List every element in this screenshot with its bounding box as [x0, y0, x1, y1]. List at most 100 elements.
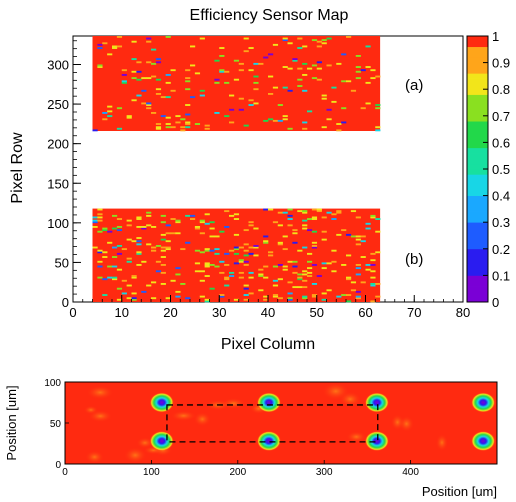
heatmap-cell	[331, 213, 337, 216]
heatmap-cell	[292, 286, 298, 289]
heatmap-cell	[336, 211, 342, 214]
heatmap-cell	[131, 298, 137, 301]
heatmap-cell	[141, 77, 147, 80]
heatmap-cell	[204, 300, 210, 303]
heatmap-cell	[375, 283, 381, 285]
heatmap-cell	[307, 110, 313, 113]
colorbar-step	[467, 67, 488, 74]
heatmap-cell	[165, 123, 171, 125]
heatmap-cell	[292, 58, 298, 61]
heatmap-cell	[277, 211, 283, 214]
heatmap-cell	[282, 37, 288, 40]
heatmap-cell	[248, 252, 254, 255]
heatmap-cell	[346, 233, 352, 236]
heatmap-cell	[131, 58, 137, 61]
colorbar-step	[467, 254, 488, 260]
heatmap-cell	[233, 298, 240, 301]
heatmap-cell	[326, 118, 332, 121]
heatmap-cell	[331, 100, 337, 103]
heatmap-cell	[263, 295, 269, 298]
heatmap-cell	[370, 300, 376, 303]
colorbar-step	[467, 78, 488, 85]
colorbar-tick-label: 0.4	[492, 189, 510, 204]
y-tick-label: 250	[47, 97, 69, 112]
heatmap-cell	[116, 298, 123, 301]
heatmap-cell	[141, 89, 147, 92]
heatmap-cell	[194, 249, 201, 252]
colorbar-step	[467, 169, 488, 175]
colorbar-step	[467, 243, 488, 250]
heatmap-cell	[311, 264, 318, 266]
heatmap-cell	[102, 278, 108, 281]
heatmap-cell	[287, 292, 293, 295]
heatmap-cell	[248, 292, 254, 295]
heatmap-cell	[97, 276, 103, 279]
heatmap-cell	[97, 251, 103, 254]
heatmap-cell	[316, 275, 322, 277]
heatmap-cell	[355, 273, 361, 276]
heatmap-cell	[194, 72, 201, 75]
heatmap-cell	[355, 290, 361, 293]
colorbar-step	[467, 222, 488, 228]
heatmap-cell	[370, 264, 376, 266]
axes: 0 10 20 30 40 50 60 70 80 0 50 100 150 200 250 300	[47, 40, 470, 320]
heatmap-cell	[194, 123, 201, 125]
heatmap-cell	[116, 252, 123, 255]
heatmap-cell	[282, 211, 288, 214]
heatmap-cell	[238, 108, 244, 111]
heatmap-cell	[160, 264, 166, 266]
heatmap-cell	[229, 214, 235, 217]
heatmap-cell	[331, 270, 337, 273]
colorbar-step	[467, 57, 488, 63]
heatmap-cell	[316, 78, 322, 81]
heatmap-cell	[370, 259, 376, 262]
heatmap-cell	[165, 240, 171, 243]
texture-blob	[123, 447, 147, 464]
heatmap-cell	[190, 214, 196, 217]
colorbar-step	[467, 190, 488, 196]
heatmap-cell	[365, 66, 371, 68]
heatmap-cell	[102, 118, 108, 121]
heatmap-cell	[180, 126, 186, 129]
heatmap-cell	[199, 251, 205, 254]
heatmap-cell	[126, 284, 132, 287]
heatmap-cell	[126, 238, 132, 241]
heatmap-cell	[375, 230, 381, 233]
heatmap-cell	[311, 246, 318, 249]
heatmap-cell	[292, 265, 298, 268]
heatmap-cell	[287, 260, 293, 263]
colorbar-step	[467, 200, 488, 207]
heatmap-cell	[272, 284, 279, 287]
heatmap-cell	[165, 297, 171, 300]
heatmap-cell	[326, 37, 332, 40]
low-efficiency-spot	[256, 392, 281, 413]
heatmap-cell	[375, 107, 381, 110]
heatmap-cell	[370, 69, 376, 72]
heatmap-cell	[224, 210, 230, 213]
y-tick-label: 150	[47, 176, 69, 191]
heatmap-cell	[126, 257, 132, 260]
low-efficiency-spot	[364, 431, 389, 452]
heatmap-cell	[233, 218, 240, 220]
colorbar-step	[467, 291, 488, 298]
heatmap-cell	[321, 230, 327, 233]
heatmap-cell	[224, 252, 230, 255]
heatmap-cell	[116, 218, 123, 220]
heatmap-cell	[282, 66, 288, 68]
heatmap-cell	[126, 297, 132, 300]
heatmap-cell	[214, 265, 220, 268]
heatmap-cell	[209, 221, 215, 224]
heatmap-cell	[302, 295, 308, 298]
heatmap-cell	[311, 241, 318, 244]
heatmap-cell	[297, 210, 303, 213]
heatmap-cell	[268, 208, 274, 211]
heatmap-cell	[107, 105, 113, 108]
heatmap-cell	[194, 226, 201, 228]
colorbar-tick-label: 0.1	[492, 268, 510, 283]
heatmap-cell	[307, 275, 313, 277]
heatmap-cell	[253, 245, 259, 247]
heatmap-cell	[116, 229, 123, 232]
heatmap-cell	[272, 265, 279, 268]
heatmap-cell	[258, 62, 264, 65]
heatmap-cell	[355, 70, 361, 73]
